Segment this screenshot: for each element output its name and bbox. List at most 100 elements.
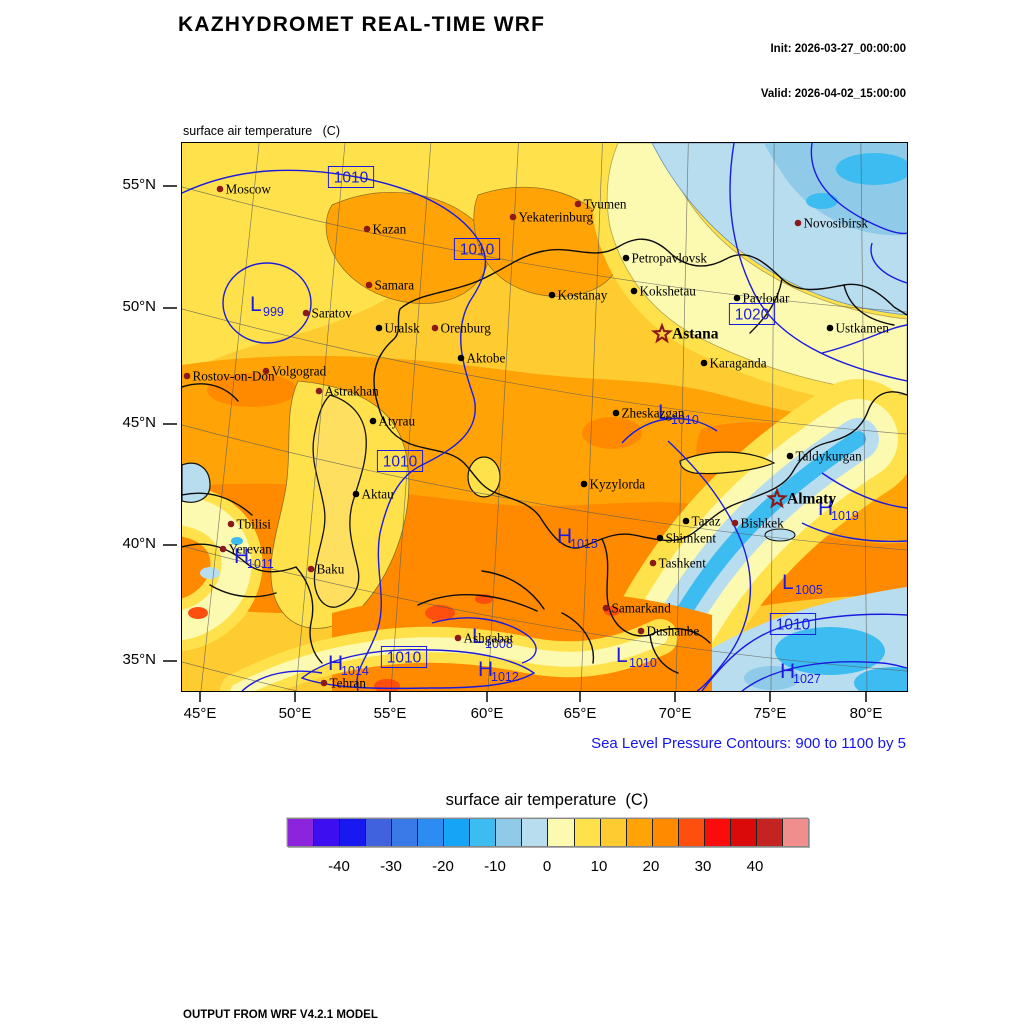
pressure-center-value: 1014	[341, 664, 369, 678]
city-label-taraz: Taraz	[692, 514, 721, 529]
city-dot-ashgabat	[454, 634, 462, 642]
colorbar-segment-6	[444, 819, 471, 846]
lat-tick	[163, 307, 177, 309]
pressure-center-letter: L	[472, 625, 484, 648]
colorbar-segment-19	[782, 819, 808, 846]
grid-meridian	[675, 143, 689, 691]
lon-tick	[486, 691, 488, 702]
city-label-aktobe: Aktobe	[467, 351, 506, 366]
pressure-box	[376, 450, 424, 472]
pressure-box-value: 1010	[383, 454, 418, 471]
city-label-ustkamen: Ustkamen	[836, 321, 890, 336]
pressure-center-value: 1012	[491, 670, 519, 684]
graticule	[182, 143, 907, 691]
city-dot-kazan	[363, 225, 371, 233]
pressure-center-value: 1015	[570, 537, 598, 551]
pressure-center-value: 999	[263, 305, 284, 319]
pressure-center-value: 1010	[671, 413, 699, 427]
city-dot-aktau	[352, 490, 360, 498]
colorbar-segment-8	[496, 819, 523, 846]
lon-tick	[294, 691, 296, 702]
city-label-orenburg: Orenburg	[441, 321, 492, 336]
pressure-center-value: 1005	[795, 583, 823, 597]
valid-time: Valid: 2026-04-02_15:00:00	[760, 88, 906, 100]
city-dot-shimkent	[656, 534, 664, 542]
colorbar-segment-10	[548, 819, 575, 846]
city-label-uralsk: Uralsk	[385, 321, 421, 336]
colorbar-segment-17	[730, 819, 757, 846]
city-label-tbilisi: Tbilisi	[237, 517, 272, 532]
city-label-kostanay: Kostanay	[558, 288, 608, 303]
pressure-center-letter: H	[557, 525, 572, 548]
lon-label: 50°E	[278, 705, 312, 722]
colorbar-tick-label: -30	[380, 858, 402, 875]
lat-label: 55°N	[122, 176, 156, 193]
city-label-astana: Astana	[672, 326, 719, 343]
city-dot-taldykurgan	[786, 452, 794, 460]
city-label-petropavlovsk: Petropavlovsk	[632, 251, 708, 266]
city-dot-saratov	[302, 309, 310, 317]
init-time: Init: 2026-03-27_00:00:00	[770, 43, 906, 55]
city-label-taldykurgan: Taldykurgan	[796, 449, 863, 464]
city-label-astrakhan: Astrakhan	[325, 384, 380, 399]
city-dot-kokshetau	[630, 287, 638, 295]
lon-label: 65°E	[563, 705, 597, 722]
run-times: Init: 2026-03-27_00:00:00 Valid: 2026-04…	[761, 12, 906, 132]
city-dot-aktobe	[457, 354, 465, 362]
lon-label: 70°E	[658, 705, 692, 722]
capital-star-icon-almaty	[766, 487, 788, 509]
colorbar-tick-label: 40	[746, 858, 764, 875]
city-dot-uralsk	[375, 324, 383, 332]
lon-tick	[579, 691, 581, 702]
page-title: KAZHYDROMET REAL-TIME WRF	[178, 13, 546, 36]
pressure-box-value: 1010	[776, 617, 811, 634]
city-dot-rostov-on-don	[183, 372, 191, 380]
colorbar-segment-13	[626, 819, 653, 846]
colorbar	[287, 818, 809, 847]
colorbar-segment-2	[340, 819, 367, 846]
grid-meridian	[295, 143, 346, 691]
pressure-center-letter: L	[658, 401, 670, 424]
city-dot-kyzylorda	[580, 480, 588, 488]
city-dot-orenburg	[431, 324, 439, 332]
city-label-tashkent: Tashkent	[659, 556, 707, 571]
city-label-kyzylorda: Kyzylorda	[590, 477, 646, 492]
pressure-center-letter: H	[234, 545, 249, 568]
city-label-saratov: Saratov	[312, 306, 353, 321]
map-art	[182, 143, 907, 691]
colorbar-segment-4	[392, 819, 419, 846]
colorbar-segment-0	[288, 819, 315, 846]
colorbar-tick-label: -40	[328, 858, 350, 875]
lon-label: 55°E	[373, 705, 407, 722]
colorbar-segment-18	[756, 819, 783, 846]
city-dot-kostanay	[548, 291, 556, 299]
city-label-atyrau: Atyrau	[379, 414, 416, 429]
lon-label: 60°E	[470, 705, 504, 722]
pressure-center-letter: H	[328, 652, 343, 675]
lon-tick	[769, 691, 771, 702]
lat-label: 35°N	[122, 651, 156, 668]
footer-model-line: OUTPUT FROM WRF V4.2.1 MODEL	[183, 1009, 378, 1021]
grid-parallel	[182, 424, 907, 551]
pressure-box	[327, 166, 375, 188]
grid-parallel	[182, 545, 907, 672]
city-dot-petropavlovsk	[622, 254, 630, 262]
city-dot-tehran	[320, 679, 328, 687]
city-label-bishkek: Bishkek	[741, 516, 785, 531]
colorbar-tick-label: -10	[484, 858, 506, 875]
footer: OUTPUT FROM WRF V4.2.1 MODEL WE = 200 ; …	[183, 975, 659, 1024]
lat-label: 40°N	[122, 535, 156, 552]
colorbar-segment-12	[600, 819, 627, 846]
city-dot-tbilisi	[227, 520, 235, 528]
colorbar-title: surface air temperature (C)	[445, 791, 649, 809]
lon-tick	[865, 691, 867, 702]
city-label-tyumen: Tyumen	[584, 197, 627, 212]
colorbar-segment-9	[522, 819, 549, 846]
pressure-center-value: 1019	[831, 509, 859, 523]
city-dot-baku	[307, 565, 315, 573]
grid-meridian	[390, 143, 432, 691]
city-label-aktau: Aktau	[362, 487, 395, 502]
grid-parallel	[182, 661, 299, 691]
